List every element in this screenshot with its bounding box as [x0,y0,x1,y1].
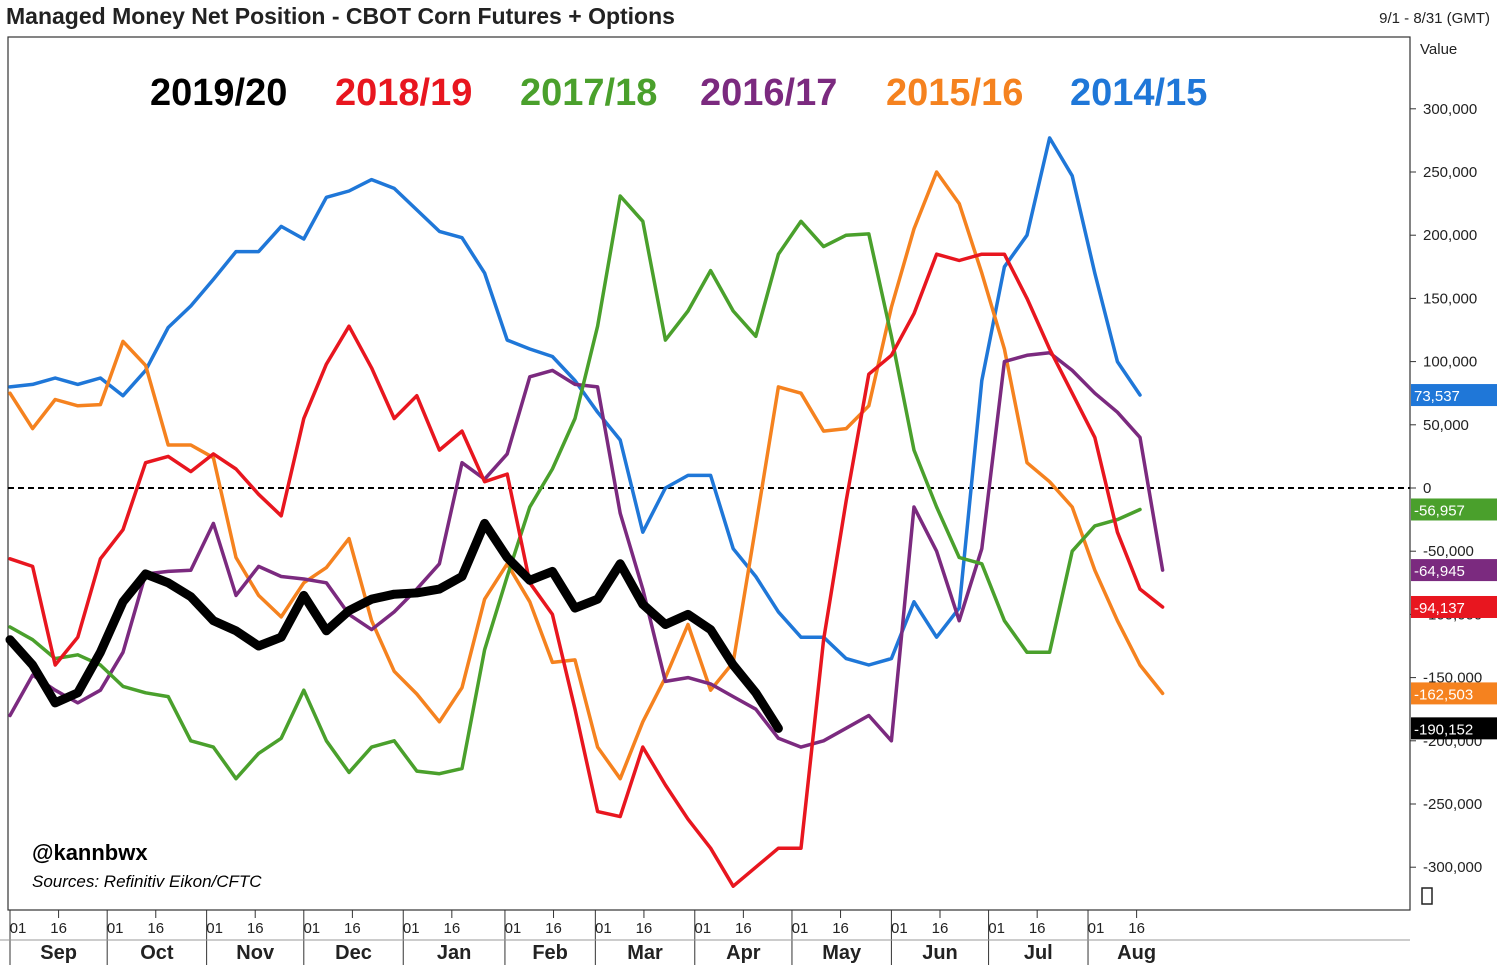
y-tick-label: -300,000 [1423,859,1482,876]
day-tick-label: 01 [792,920,809,937]
day-tick-label: 01 [891,920,908,937]
day-tick-label: 16 [1128,920,1145,937]
end-value-badge [1411,384,1497,407]
legend-entry-2018-19: 2018/19 [335,72,472,114]
series-line-2016-17 [8,351,1165,749]
series-line-2014-15 [8,136,1142,667]
end-value-badge [1411,717,1497,740]
day-tick-label: 16 [344,920,361,937]
day-tick-label: 16 [545,920,562,937]
author-handle: @kannbwx [32,840,148,865]
month-label: Jan [437,942,471,964]
end-value-label: 73,537 [1414,388,1460,405]
y-tick-label: 0 [1423,480,1431,497]
month-label: Mar [627,942,663,964]
day-tick-label: 16 [50,920,67,937]
y-tick-label: 200,000 [1423,227,1477,244]
day-tick-label: 01 [107,920,124,937]
end-value-label: -94,137 [1414,600,1465,617]
series-line-2017-18 [8,194,1142,781]
axis-end-marker [1421,887,1433,905]
day-tick-label: 16 [443,920,460,937]
end-value-label: -56,957 [1414,502,1465,519]
x-axis: 01 16 Sep 01 16 Oct 01 16 Nov 01 16 Dec 01 16 Jan 01 16 F… [0,910,1410,965]
legend-entry-2019-20: 2019/20 [150,72,287,114]
day-tick-label: 16 [636,920,653,937]
y-tick-label: 50,000 [1423,417,1469,434]
legend-entry-2016-17: 2016/17 [700,72,837,114]
day-tick-label: 01 [988,920,1005,937]
end-value-badge [1411,595,1497,618]
legend-entry-2014-15: 2014/15 [1070,72,1207,114]
month-label: Sep [40,942,77,964]
end-value-label: -162,503 [1414,686,1473,703]
plot-frame [7,36,1411,911]
month-label: Jul [1024,942,1053,964]
day-tick-label: 01 [1088,920,1105,937]
day-tick-label: 01 [206,920,223,937]
month-label: May [822,942,862,964]
day-tick-label: 01 [595,920,612,937]
day-tick-label: 16 [147,920,164,937]
month-label: Apr [726,942,761,964]
end-value-label: -64,945 [1414,563,1465,580]
y-tick-label: 150,000 [1423,290,1477,307]
series-line-2015-16 [8,170,1165,781]
day-tick-label: 16 [832,920,849,937]
end-value-label: -190,152 [1414,721,1473,738]
month-label: Dec [335,942,372,964]
month-label: Oct [140,942,174,964]
month-label: Jun [922,942,958,964]
day-tick-label: 16 [1029,920,1046,937]
day-tick-label: 01 [505,920,522,937]
y-tick-label: 250,000 [1423,164,1477,181]
date-range-label: 9/1 - 8/31 (GMT) [1379,10,1490,27]
day-tick-label: 01 [10,920,27,937]
y-axis-label: Value [1420,41,1457,58]
sources-note: Sources: Refinitiv Eikon/CFTC [32,872,262,891]
day-tick-label: 16 [247,920,264,937]
y-tick-label: -150,000 [1423,670,1482,687]
y-tick-label: -50,000 [1423,543,1474,560]
day-tick-label: 01 [694,920,711,937]
month-label: Feb [532,942,568,964]
chart-title: Managed Money Net Position - CBOT Corn F… [6,3,675,29]
month-label: Aug [1117,942,1156,964]
legend-entry-2015-16: 2015/16 [886,72,1023,114]
legend: 2019/20 2018/19 2017/18 2016/17 2015/16 2014/… [150,72,1207,114]
month-label: Nov [236,942,275,964]
y-tick-label: 300,000 [1423,101,1477,118]
day-tick-label: 01 [303,920,320,937]
y-tick-label: -250,000 [1423,796,1482,813]
series-line-2018-19 [8,252,1165,888]
series-line-2019-20 [5,518,783,733]
y-tick-label: 100,000 [1423,354,1477,371]
end-value-badge [1411,682,1497,705]
end-value-badge [1411,498,1497,521]
day-tick-label: 16 [932,920,949,937]
legend-entry-2017-18: 2017/18 [520,72,657,114]
day-tick-label: 01 [403,920,420,937]
day-tick-label: 16 [735,920,752,937]
end-value-badge [1411,559,1497,582]
